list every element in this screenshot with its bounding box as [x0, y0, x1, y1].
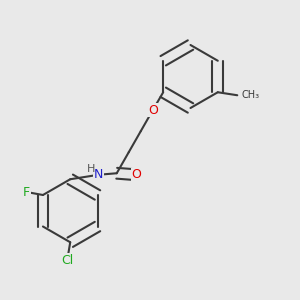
Text: Cl: Cl	[61, 254, 73, 267]
Text: H: H	[87, 164, 95, 174]
Text: N: N	[94, 168, 104, 181]
Text: O: O	[131, 168, 141, 181]
Text: CH₃: CH₃	[242, 90, 260, 100]
Text: F: F	[23, 185, 30, 199]
Text: O: O	[148, 104, 158, 117]
